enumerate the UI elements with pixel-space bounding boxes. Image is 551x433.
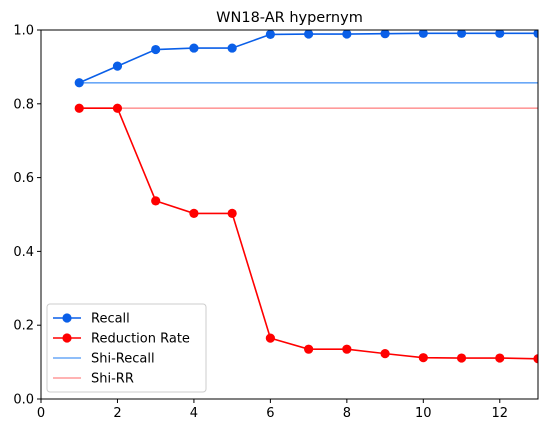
x-tick-label: 0 (37, 406, 45, 421)
data-point-reduction-rate (151, 196, 161, 206)
data-point-recall (112, 61, 123, 71)
data-point-reduction-rate (112, 103, 123, 113)
data-point-recall (456, 30, 467, 38)
axes-frame (40, 29, 539, 400)
data-point-reduction-rate (495, 353, 505, 363)
data-point-reduction-rate (533, 354, 538, 364)
data-point-reduction-rate (265, 333, 275, 343)
y-tick-label: 1.0 (13, 24, 34, 39)
axes: 0 2 4 6 8 10 12 0.0 0.2 0.4 0.6 0.8 1.0 (13, 24, 539, 421)
x-tick-label: 2 (113, 406, 121, 421)
data-point-recall (151, 44, 161, 55)
data-point-recall (304, 30, 314, 39)
legend-entry-shi-recall: Shi-Recall (91, 352, 155, 367)
data-point-recall (265, 30, 275, 40)
y-tick-label: 0.2 (13, 319, 34, 334)
data-point-recall (533, 30, 538, 38)
legend-entry-recall: Recall (91, 312, 130, 327)
plot-area (74, 30, 538, 364)
legend-marker-reduction-rate (62, 333, 72, 343)
data-point-recall (74, 78, 84, 88)
data-point-recall (342, 30, 352, 39)
x-tick-label: 8 (343, 406, 351, 421)
data-point-reduction-rate (189, 208, 199, 218)
data-point-reduction-rate (380, 349, 390, 359)
series-line-recall (78, 32, 538, 84)
x-tick-label: 10 (415, 406, 432, 421)
data-point-recall (227, 43, 237, 53)
x-tick-label: 4 (190, 406, 198, 421)
data-point-recall (380, 30, 390, 39)
y-tick-label: 0.8 (13, 97, 34, 112)
legend-box (46, 303, 207, 393)
legend-marker-recall (62, 313, 72, 323)
legend-entry-reduction-rate: Reduction Rate (91, 332, 190, 347)
y-tick-label: 0.4 (13, 245, 34, 260)
data-point-recall (189, 43, 199, 53)
data-point-recall (495, 30, 505, 38)
data-point-reduction-rate (456, 353, 467, 363)
data-point-reduction-rate (418, 353, 428, 363)
data-point-reduction-rate (74, 103, 84, 113)
legend-entry-shi-rr: Shi-RR (91, 372, 134, 387)
y-tick-label: 0.0 (13, 393, 34, 408)
x-tick-label: 12 (491, 406, 508, 421)
data-point-reduction-rate (227, 208, 237, 218)
legend: Recall Reduction Rate Shi-Recall Shi-RR (46, 303, 207, 393)
y-tick-label: 0.6 (13, 171, 34, 186)
data-point-recall (418, 30, 428, 38)
x-tick-label: 6 (266, 406, 274, 421)
chart-title: WN18-AR hypernym (216, 10, 363, 26)
data-point-reduction-rate (342, 344, 352, 354)
data-point-reduction-rate (304, 344, 314, 354)
